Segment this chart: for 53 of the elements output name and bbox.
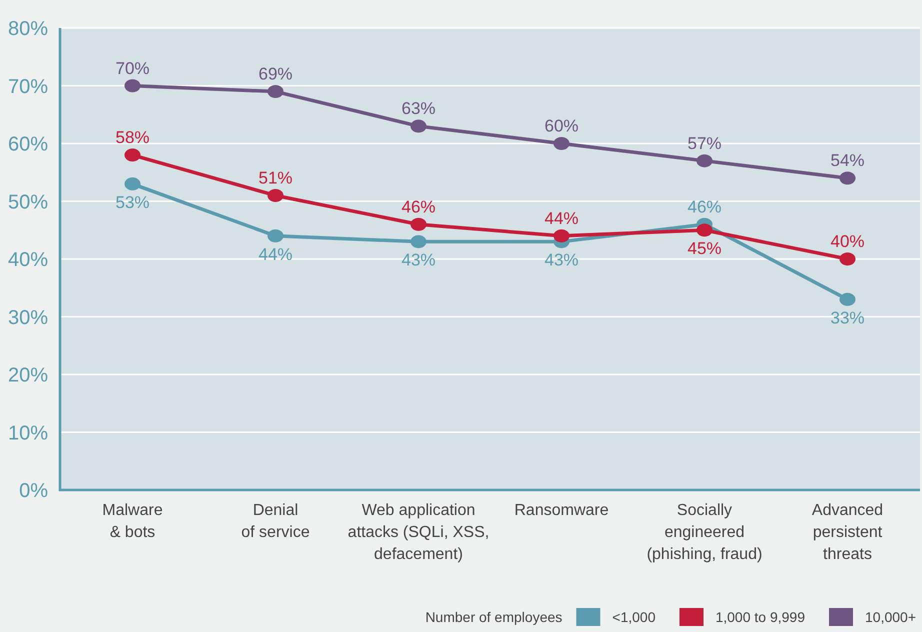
x-tick-label: Advanced persistent threats: [812, 502, 884, 563]
point: [410, 120, 426, 133]
data-label: 46%: [687, 197, 722, 216]
x-tick-label: Web application attacks (SQLi, XSS, defacement): [348, 502, 490, 563]
data-label: 40%: [830, 232, 865, 251]
data-label: 63%: [401, 99, 436, 118]
data-label: 43%: [544, 250, 579, 270]
data-label: 43%: [401, 250, 436, 270]
x-tick-label: Malware & bots: [102, 502, 163, 541]
y-tick-label: 40%: [8, 249, 48, 271]
y-tick-label: 0%: [19, 480, 48, 502]
data-label: 69%: [258, 64, 293, 84]
y-tick-label: 20%: [8, 364, 48, 386]
data-label: 53%: [115, 192, 150, 212]
data-label: 44%: [258, 244, 293, 264]
point: [268, 85, 284, 98]
point: [124, 148, 140, 162]
point: [410, 218, 426, 231]
x-tick-label: Ransomware: [514, 502, 609, 519]
y-tick-label: 80%: [8, 18, 48, 40]
point: [554, 137, 570, 150]
data-label: 46%: [401, 197, 436, 216]
y-tick-label: 30%: [8, 306, 48, 329]
y-tick-label: 10%: [8, 422, 48, 444]
point: [124, 79, 140, 92]
legend-title: Number of employees: [425, 609, 562, 625]
point: [840, 252, 856, 266]
y-tick-label: 50%: [8, 191, 48, 214]
point: [268, 229, 284, 242]
point: [840, 292, 856, 306]
point: [410, 235, 426, 248]
data-label: 51%: [258, 168, 293, 188]
data-label: 44%: [544, 208, 579, 228]
x-tick-label: Denial of service: [241, 502, 310, 541]
data-label: 70%: [115, 58, 150, 78]
x-tick-label: Socially engineered (phishing, fraud): [646, 502, 762, 563]
data-label: 57%: [687, 134, 722, 153]
y-tick-label: 60%: [8, 134, 48, 156]
data-label: 58%: [115, 128, 150, 148]
legend-label: 1,000 to 9,999: [715, 609, 806, 625]
data-label: 45%: [687, 239, 722, 258]
point: [840, 172, 856, 185]
point: [554, 229, 570, 242]
point: [268, 188, 284, 202]
data-label: 33%: [830, 308, 865, 328]
point: [124, 177, 140, 190]
data-label: 54%: [830, 151, 865, 170]
y-tick-label: 70%: [8, 76, 48, 98]
legend-label: 10,000+: [865, 609, 916, 625]
point: [696, 154, 712, 168]
data-label: 60%: [544, 116, 579, 136]
legend-label: <1,000: [612, 609, 656, 625]
point: [696, 224, 712, 237]
